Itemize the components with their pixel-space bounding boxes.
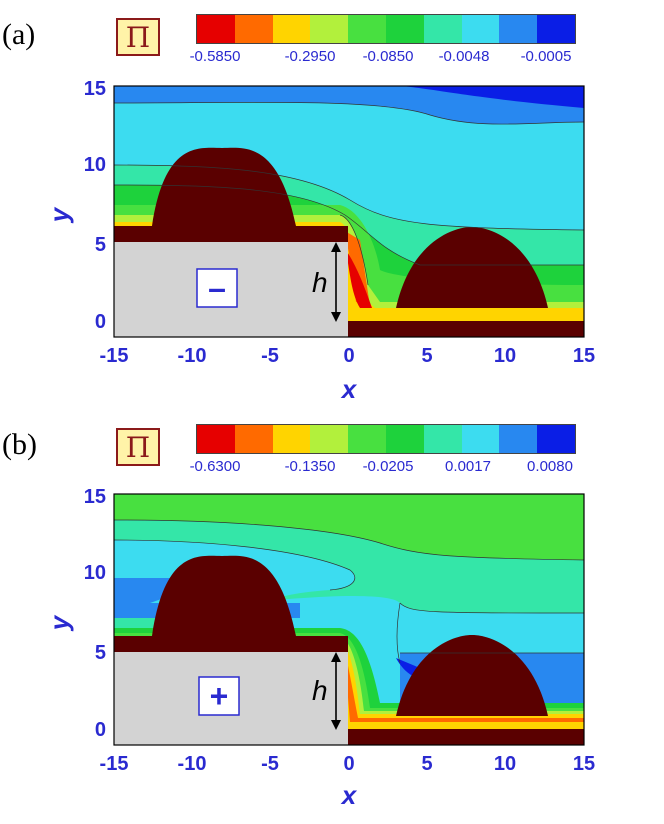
colorbar-b-tick: 0.0017 xyxy=(445,458,491,475)
colorbar-b-tick: 0.0080 xyxy=(527,458,573,475)
x-tick-a: 15 xyxy=(573,345,595,367)
contour-plot-a: h – -15 -10 -5 0 5 10 15 0 5 10 15 x y xyxy=(44,78,595,404)
y-tick-a: 0 xyxy=(95,311,106,333)
step-height-label-b: h xyxy=(312,675,328,706)
y-tick-b: 0 xyxy=(95,719,106,741)
y-tick-a: 5 xyxy=(95,234,106,256)
colorbar-b-title: Π xyxy=(116,428,160,466)
colorbar-a-tick: -0.2950 xyxy=(284,48,336,65)
sign-label-b: + xyxy=(210,678,229,714)
x-tick-a: 5 xyxy=(421,345,432,367)
colorbar-a-tick: -0.0048 xyxy=(438,48,490,65)
x-tick-a: 10 xyxy=(494,345,516,367)
x-tick-b: -5 xyxy=(261,753,279,775)
x-axis-label-a: x xyxy=(340,374,358,404)
panel-b-label: (b) xyxy=(2,428,37,461)
y-tick-b: 10 xyxy=(84,562,106,584)
colorbar-a xyxy=(196,14,576,44)
y-axis-label-b: y xyxy=(44,614,74,632)
y-tick-a: 10 xyxy=(84,154,106,176)
colorbar-b-tick: -0.0205 xyxy=(362,458,414,475)
colorbar-a-tick: -0.0005 xyxy=(520,48,572,65)
x-tick-a: -5 xyxy=(261,345,279,367)
x-tick-b: 15 xyxy=(573,753,595,775)
x-tick-a: -15 xyxy=(100,345,129,367)
contour-plot-b: h + -15 -10 -5 0 5 10 15 0 5 10 15 x y xyxy=(44,486,595,810)
colorbar-a-title: Π xyxy=(116,18,160,56)
x-tick-b: -10 xyxy=(178,753,207,775)
y-tick-a: 15 xyxy=(84,78,106,100)
x-tick-b: 0 xyxy=(343,753,354,775)
x-tick-b: 5 xyxy=(421,753,432,775)
y-tick-b: 15 xyxy=(84,486,106,508)
colorbar-a-tick: -0.0850 xyxy=(362,48,414,65)
x-tick-a: -10 xyxy=(178,345,207,367)
colorbar-b-tick: -0.1350 xyxy=(284,458,336,475)
colorbar-b xyxy=(196,424,576,454)
y-tick-b: 5 xyxy=(95,642,106,664)
panel-a-label: (a) xyxy=(2,18,36,51)
colorbar-a-tick: -0.5850 xyxy=(189,48,241,65)
x-tick-b: 10 xyxy=(494,753,516,775)
sign-label-a: – xyxy=(208,270,226,306)
x-axis-label-b: x xyxy=(340,780,358,810)
x-tick-b: -15 xyxy=(100,753,129,775)
colorbar-b-tick: -0.6300 xyxy=(189,458,241,475)
y-axis-label-a: y xyxy=(44,206,74,224)
step-height-label-a: h xyxy=(312,267,328,298)
x-tick-a: 0 xyxy=(343,345,354,367)
